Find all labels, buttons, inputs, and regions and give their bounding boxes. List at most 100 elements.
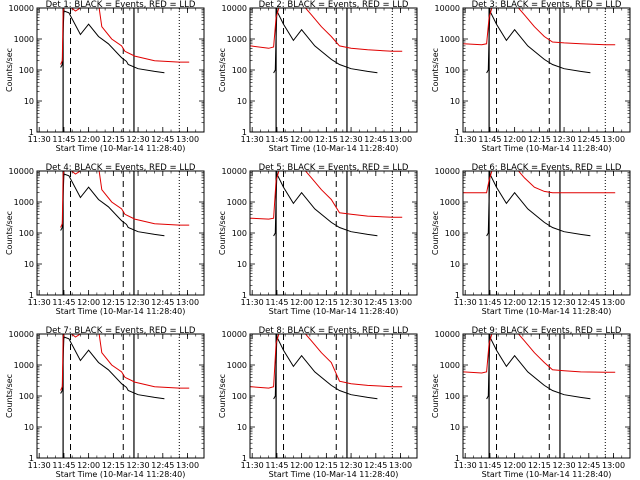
series-line-lld xyxy=(60,334,190,391)
x-tick-label: 13:00 xyxy=(389,135,412,144)
y-tick-label: 1000 xyxy=(227,198,247,207)
y-tick-label: 10 xyxy=(450,423,460,432)
x-tick-label: 12:00 xyxy=(77,135,100,144)
x-tick-label: 12:45 xyxy=(577,135,600,144)
x-tick-label: 12:00 xyxy=(290,298,313,307)
y-tick-label: 1 xyxy=(455,128,460,137)
plot-frame xyxy=(249,333,418,459)
plot-frame xyxy=(36,333,205,459)
y-axis-label: Counts/sec xyxy=(218,48,227,92)
x-axis-label: Start Time (10-Mar-14 11:28:40) xyxy=(269,307,399,316)
y-tick-label: 100 xyxy=(19,229,34,238)
y-tick-label: 100 xyxy=(19,66,34,75)
y-tick-label: 100 xyxy=(232,66,247,75)
y-tick-label: 1 xyxy=(455,291,460,300)
y-tick-label: 1000 xyxy=(227,361,247,370)
y-tick-label: 1 xyxy=(455,454,460,463)
x-tick-label: 12:15 xyxy=(315,298,338,307)
y-tick-label: 10000 xyxy=(435,4,460,13)
plot-frame xyxy=(36,170,205,296)
y-axis-label: Counts/sec xyxy=(5,48,14,92)
x-tick-label: 13:00 xyxy=(602,298,625,307)
x-tick-label: 12:30 xyxy=(553,298,576,307)
x-tick-label: 12:30 xyxy=(553,461,576,470)
y-tick-label: 1000 xyxy=(440,35,460,44)
x-tick-label: 12:00 xyxy=(77,298,100,307)
panel-title: Det 2: BLACK = Events, RED = LLD xyxy=(259,0,409,10)
x-tick-label: 11:45 xyxy=(265,135,288,144)
x-tick-label: 12:00 xyxy=(77,461,100,470)
x-tick-label: 12:45 xyxy=(364,461,387,470)
series-line-lld xyxy=(463,171,616,194)
plot-frame xyxy=(462,7,631,133)
panel-7: Det 7: BLACK = Events, RED = LLD 1 10 100 10… xyxy=(5,326,205,479)
x-axis-label: Start Time (10-Mar-14 11:28:40) xyxy=(482,307,612,316)
x-tick-label: 12:15 xyxy=(315,461,338,470)
y-tick-label: 10000 xyxy=(222,4,247,13)
y-tick-label: 1000 xyxy=(14,35,34,44)
y-axis-label: Counts/sec xyxy=(431,374,440,418)
y-tick-label: 10000 xyxy=(9,330,34,339)
y-tick-label: 100 xyxy=(445,66,460,75)
x-tick-label: 12:15 xyxy=(102,298,125,307)
x-axis-label: Start Time (10-Mar-14 11:28:40) xyxy=(482,144,612,153)
x-tick-label: 11:45 xyxy=(478,298,501,307)
y-axis-label: Counts/sec xyxy=(5,374,14,418)
x-tick-label: 11:30 xyxy=(241,461,264,470)
x-tick-label: 12:00 xyxy=(290,461,313,470)
y-tick-label: 100 xyxy=(232,229,247,238)
panel-title: Det 5: BLACK = Events, RED = LLD xyxy=(259,163,409,173)
series-line-events xyxy=(273,173,378,237)
y-tick-label: 10 xyxy=(24,260,34,269)
series-line-events xyxy=(60,336,165,400)
x-tick-label: 12:45 xyxy=(364,135,387,144)
series-line-events xyxy=(60,173,165,237)
panel-title: Det 8: BLACK = Events, RED = LLD xyxy=(259,326,409,336)
plot-frame xyxy=(249,170,418,296)
series-line-lld xyxy=(250,171,403,220)
x-tick-label: 12:00 xyxy=(503,135,526,144)
panel-title: Det 3: BLACK = Events, RED = LLD xyxy=(472,0,622,10)
y-tick-label: 1000 xyxy=(227,35,247,44)
x-tick-label: 12:45 xyxy=(364,298,387,307)
x-tick-label: 12:00 xyxy=(503,461,526,470)
y-tick-label: 100 xyxy=(445,229,460,238)
panel-2: Det 2: BLACK = Events, RED = LLD 1 10 100 10… xyxy=(218,0,418,153)
y-tick-label: 10 xyxy=(24,423,34,432)
plot-frame xyxy=(462,170,631,296)
y-tick-label: 10000 xyxy=(9,4,34,13)
y-tick-label: 10 xyxy=(237,423,247,432)
y-axis-label: Counts/sec xyxy=(5,211,14,255)
x-tick-label: 11:30 xyxy=(28,135,51,144)
x-tick-label: 11:30 xyxy=(454,135,477,144)
series-line-lld xyxy=(250,8,403,52)
series-line-lld xyxy=(463,334,616,374)
x-tick-label: 12:15 xyxy=(102,461,125,470)
y-tick-label: 1000 xyxy=(440,361,460,370)
x-tick-label: 12:45 xyxy=(151,135,174,144)
x-tick-label: 11:30 xyxy=(454,298,477,307)
x-tick-label: 11:45 xyxy=(265,461,288,470)
y-tick-label: 10 xyxy=(450,97,460,106)
y-tick-label: 10 xyxy=(450,260,460,269)
x-tick-label: 11:45 xyxy=(265,298,288,307)
y-axis-label: Counts/sec xyxy=(431,48,440,92)
x-tick-label: 12:15 xyxy=(102,135,125,144)
y-tick-label: 10 xyxy=(237,97,247,106)
x-tick-label: 11:30 xyxy=(241,298,264,307)
x-tick-label: 11:45 xyxy=(478,461,501,470)
y-tick-label: 1 xyxy=(29,291,34,300)
x-tick-label: 12:00 xyxy=(503,298,526,307)
y-axis-label: Counts/sec xyxy=(431,211,440,255)
panel-5: Det 5: BLACK = Events, RED = LLD 1 10 100 10… xyxy=(218,163,418,316)
x-tick-label: 11:45 xyxy=(478,135,501,144)
plot-frame xyxy=(249,7,418,133)
x-tick-label: 13:00 xyxy=(176,298,199,307)
y-tick-label: 10000 xyxy=(222,167,247,176)
y-tick-label: 1 xyxy=(29,128,34,137)
x-axis-label: Start Time (10-Mar-14 11:28:40) xyxy=(482,470,612,479)
x-tick-label: 12:30 xyxy=(127,461,150,470)
series-line-events xyxy=(486,173,591,237)
